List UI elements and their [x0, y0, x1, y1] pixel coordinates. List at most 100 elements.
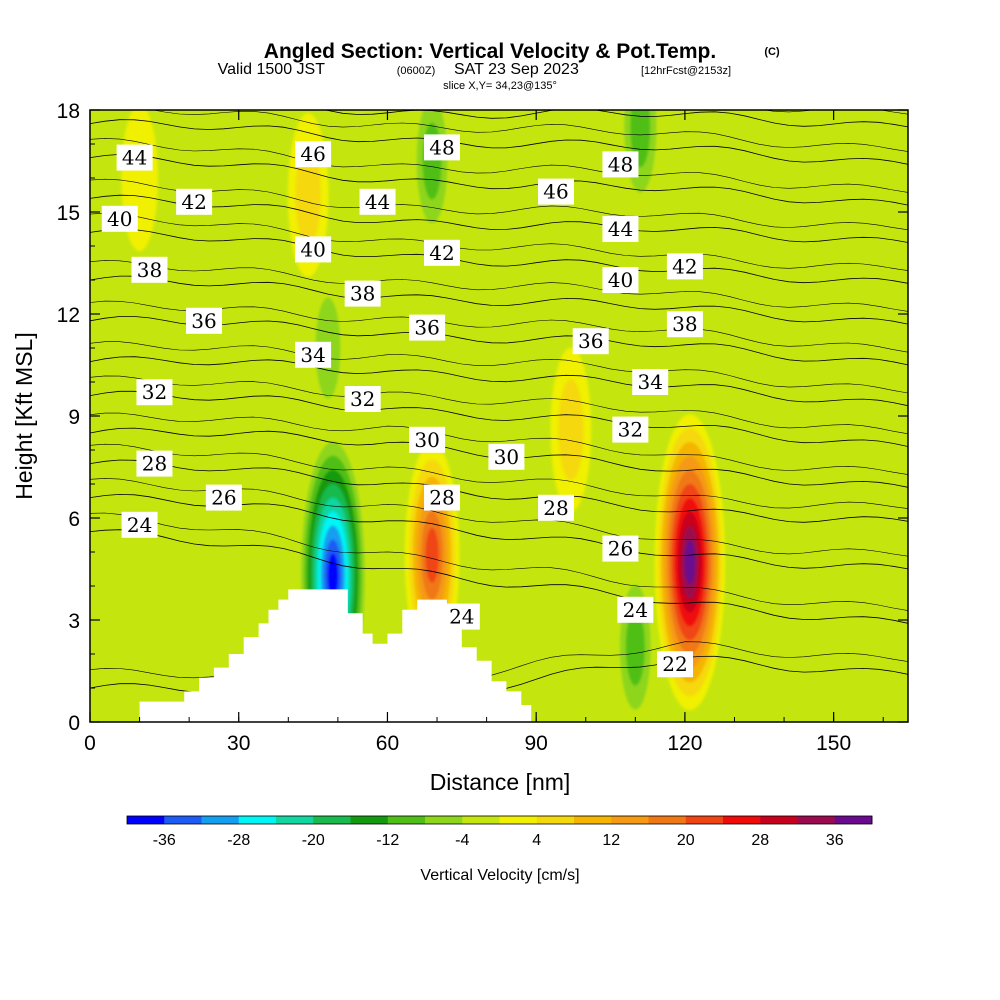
isentrope-49 — [763, 110, 908, 115]
contour-labels: 44 40 42 38 36 32 28 26 24 46 44 40 38 34 32 48 42 36 30 28… — [101, 134, 703, 678]
contour-label-text: 36 — [414, 316, 439, 340]
contour-label-text: 28 — [543, 496, 568, 520]
contour-label-box — [602, 535, 639, 562]
contour-label: 24 — [443, 603, 480, 630]
contour-label-text: 26 — [608, 537, 633, 561]
contour-label-text: 24 — [449, 605, 474, 629]
contour-label-text: 24 — [623, 598, 648, 622]
x-tick-label: 0 — [84, 732, 96, 755]
contour-label-box — [602, 216, 639, 242]
contour-label: 36 — [409, 314, 446, 341]
valid-time: Valid 1500 JST — [218, 61, 326, 78]
contour-label: 32 — [612, 416, 649, 443]
contour-label: 22 — [656, 651, 693, 678]
colorbar-swatch — [238, 816, 277, 824]
colorbar-tick-label: 20 — [677, 832, 695, 849]
cell-level — [422, 122, 442, 200]
contour-label: 44 — [602, 216, 639, 242]
contour-label-text: 44 — [608, 217, 633, 241]
contour-label-text: 26 — [211, 486, 236, 510]
contour-label: 38 — [131, 256, 168, 283]
contour-label: 26 — [205, 484, 242, 511]
contour-label-box — [359, 188, 396, 215]
contour-label: 24 — [121, 511, 158, 538]
contour-label-box — [602, 151, 639, 178]
colorbar-swatch — [201, 816, 240, 824]
contour-label-text: 36 — [578, 329, 603, 353]
contour-label-text: 22 — [662, 652, 687, 676]
contour-label-text: 30 — [414, 428, 439, 452]
contour-label: 46 — [295, 141, 332, 168]
plot-area: 44 40 42 38 36 32 28 26 24 46 44 40 38 34 32 48 42 36 30 28… — [90, 110, 908, 722]
cell-level — [327, 553, 339, 599]
colorbar-swatch — [611, 816, 649, 824]
isentrope-31 — [90, 412, 908, 475]
forecast-info: [12hrFcst@2153z] — [641, 65, 731, 77]
colorbar-swatch — [797, 816, 836, 824]
contour-label: 40 — [602, 267, 639, 293]
contour-label: 38 — [666, 311, 703, 338]
contour-label-box — [488, 443, 525, 470]
valid-date: SAT 23 Sep 2023 — [454, 61, 579, 78]
colorbar-tick-label: 36 — [826, 832, 844, 849]
contour-label: 46 — [538, 178, 575, 205]
contour-label-text: 32 — [618, 418, 643, 442]
contour-label-box — [295, 236, 332, 263]
contour-label-text: 42 — [672, 254, 697, 278]
contour-label-text: 30 — [494, 445, 519, 469]
colorbar-tick-label: 12 — [602, 832, 620, 849]
contour-label-text: 42 — [429, 241, 454, 265]
isentrope-48 — [324, 110, 908, 128]
contour-label: 34 — [295, 341, 332, 368]
colorbar-swatch — [313, 816, 351, 824]
contour-label-box — [205, 484, 242, 511]
colorbar-swatch — [685, 816, 724, 824]
contour-label-box — [295, 341, 332, 368]
cell-level — [625, 608, 645, 686]
contour-label-text: 38 — [672, 312, 697, 336]
y-tick-label: 12 — [57, 304, 80, 327]
slice-info: slice X,Y= 34,23@135° — [443, 80, 557, 92]
contour-label-text: 34 — [637, 370, 662, 394]
downdraft-cell-2 — [410, 110, 454, 248]
contour-label-box — [602, 267, 639, 293]
contour-label-text: 40 — [608, 268, 633, 292]
isentrope-32 — [90, 390, 908, 447]
contour-label-box — [131, 256, 168, 283]
contour-label-box — [186, 307, 223, 334]
y-tick-label: 9 — [68, 406, 80, 429]
contour-label: 40 — [101, 205, 138, 232]
isentrope-34 — [90, 356, 908, 407]
contour-label: 26 — [602, 535, 639, 562]
contour-label-box — [409, 426, 446, 453]
colorbar-tick-label: -12 — [376, 832, 399, 849]
contour-label-box — [295, 141, 332, 168]
isentrope-37 — [90, 300, 908, 353]
contour-label: 42 — [176, 188, 213, 215]
y-tick-label: 15 — [57, 202, 80, 225]
colorbar-tick-label: -4 — [455, 832, 469, 849]
x-tick-label: 150 — [816, 732, 851, 755]
colorbar-swatch — [425, 816, 463, 824]
contour-label: 28 — [423, 484, 460, 511]
isentrope-33 — [90, 375, 908, 435]
contour-label-text: 28 — [142, 452, 167, 476]
colorbar-swatch — [723, 816, 761, 824]
contour-label-box — [344, 386, 381, 412]
contour-label-box — [136, 379, 173, 406]
isentrope-35 — [90, 341, 908, 394]
contour-label: 24 — [617, 596, 654, 623]
contour-label: 32 — [136, 379, 173, 406]
contour-label-box — [409, 314, 446, 341]
contour-label: 28 — [136, 450, 173, 477]
contour-label-box — [656, 651, 693, 678]
contour-label-box — [666, 311, 703, 338]
contour-label: 42 — [423, 239, 460, 266]
isentrope-24 — [90, 529, 908, 624]
colorbar-swatch — [350, 816, 389, 824]
contour-label: 34 — [632, 369, 669, 395]
colorbar-swatch — [164, 816, 202, 824]
contour-label-box — [632, 369, 669, 395]
contour-label-text: 46 — [300, 142, 325, 166]
